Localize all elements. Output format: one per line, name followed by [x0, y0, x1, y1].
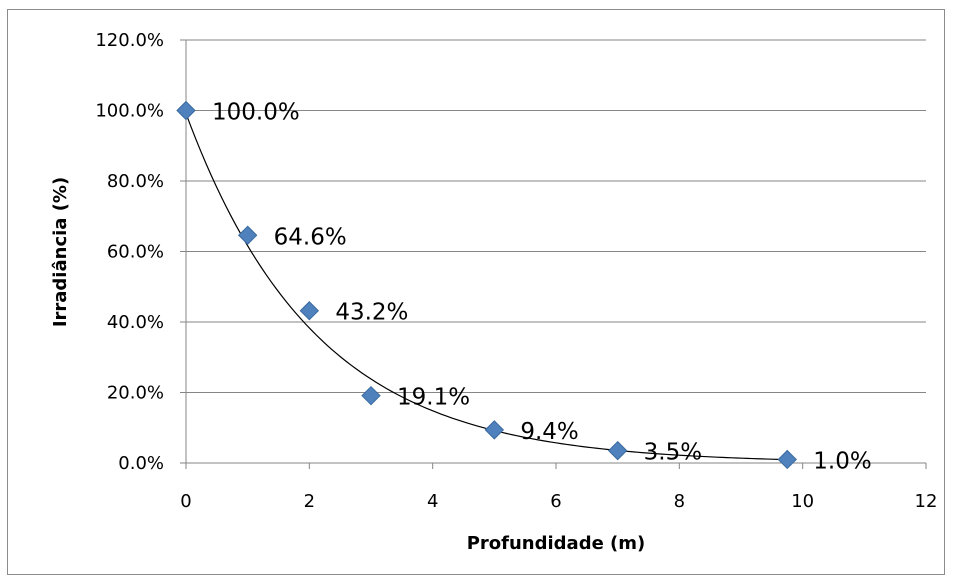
data-label: 100.0% [212, 100, 300, 126]
data-label: 19.1% [397, 385, 470, 411]
data-point [484, 420, 505, 440]
data-point [777, 449, 797, 470]
trendline [185, 113, 788, 461]
x-tick-label: 8 [674, 491, 685, 512]
data-label: 9.4% [520, 419, 578, 445]
y-axis-title: Irradiância (%) [50, 177, 71, 327]
y-tick-label: 40.0% [107, 312, 164, 333]
y-tick-label: 80.0% [107, 171, 164, 192]
y-tick-label: 0.0% [118, 453, 164, 474]
y-tick-label: 60.0% [107, 242, 164, 263]
x-tick-label: 0 [180, 491, 191, 512]
x-tick-label: 2 [304, 491, 315, 512]
data-point [176, 100, 196, 121]
y-tick-label: 100.0% [95, 101, 164, 122]
data-label: 3.5% [644, 440, 702, 466]
data-label: 43.2% [335, 300, 408, 326]
x-tick-labels: 0 2 4 6 8 10 12 [180, 491, 937, 512]
x-tick-label: 10 [791, 491, 814, 512]
data-point [361, 385, 381, 406]
data-point [607, 440, 628, 461]
y-tick-label: 120.0% [95, 30, 164, 51]
data-labels: 100.0% 64.6% 43.2% 19.1% 9.4% 3.5% 1.0% [212, 100, 872, 475]
data-point [299, 301, 320, 321]
data-point [237, 225, 258, 245]
gridlines [186, 39, 926, 393]
y-tick-label: 20.0% [107, 383, 164, 404]
x-tick-label: 4 [427, 491, 438, 512]
data-label: 64.6% [274, 224, 347, 250]
chart-frame [7, 9, 945, 575]
x-tick-label: 6 [550, 491, 561, 512]
y-tick-labels: 0.0% 20.0% 40.0% 60.0% 80.0% 100.0% 120.0% [95, 30, 164, 474]
trendline-path [185, 113, 788, 461]
x-tick-label: 12 [915, 491, 938, 512]
x-axis-title: Profundidade (m) [467, 533, 646, 554]
data-label: 1.0% [813, 448, 871, 474]
data-points [176, 100, 797, 470]
